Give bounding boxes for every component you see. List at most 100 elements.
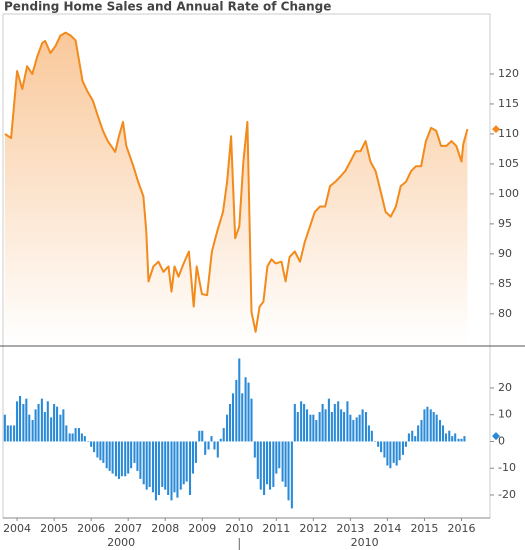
x-tick-label: 2010: [225, 522, 253, 535]
bar: [56, 406, 59, 442]
bar: [231, 393, 235, 442]
y-tick-label: 95: [498, 217, 512, 230]
x-tick-label: 2007: [114, 522, 142, 535]
bar: [157, 441, 160, 495]
bar: [117, 441, 120, 479]
bar: [198, 430, 201, 442]
y-tick-label: -10: [498, 461, 516, 474]
bar: [253, 441, 256, 458]
bar: [374, 441, 377, 442]
bar: [463, 436, 466, 442]
bar: [343, 412, 346, 442]
bar: [414, 436, 417, 442]
bar: [340, 409, 343, 442]
y-tick-label: 0: [498, 434, 505, 447]
bar: [296, 412, 299, 442]
bar: [148, 441, 151, 487]
bar: [93, 441, 96, 453]
bar: [454, 433, 457, 442]
bar: [37, 404, 40, 442]
bar: [327, 398, 330, 442]
bar: [256, 441, 259, 479]
bar: [401, 441, 405, 455]
bar: [124, 441, 127, 477]
bar: [380, 441, 383, 453]
bar: [272, 441, 275, 487]
bar: [87, 441, 90, 442]
bar: [293, 404, 296, 442]
bar: [25, 398, 28, 442]
bar: [309, 414, 312, 442]
bar: [188, 441, 192, 495]
bar: [130, 441, 133, 469]
bar: [179, 441, 182, 490]
bar: [50, 417, 53, 442]
bar: [219, 438, 222, 442]
bar: [247, 382, 250, 442]
bar: [364, 412, 367, 442]
last-value-marker: [492, 432, 500, 441]
bar: [407, 433, 410, 442]
bar: [216, 441, 219, 458]
bar: [164, 441, 167, 490]
bar: [65, 425, 68, 442]
bar: [105, 441, 108, 469]
bar: [228, 404, 232, 442]
y-tick-label: 105: [498, 157, 519, 170]
bar: [441, 425, 445, 442]
y-tick-label: 80: [498, 307, 512, 320]
line: [4, 31, 469, 333]
bar: [99, 441, 102, 461]
bar: [43, 412, 46, 442]
plot-area: [3, 358, 466, 509]
bar: [201, 430, 204, 442]
bar: [127, 441, 130, 474]
chart-title: Pending Home Sales and Annual Rate of Ch…: [4, 0, 331, 14]
bar: [102, 441, 105, 463]
bar: [9, 425, 12, 442]
bar: [330, 412, 333, 442]
bar: [170, 441, 173, 501]
bar: [83, 436, 86, 442]
x-tick-label: 2013: [336, 522, 364, 535]
bar: [278, 441, 281, 469]
area-fill: [4, 32, 468, 345]
bar: [68, 433, 71, 442]
bar: [312, 414, 315, 442]
bar: [263, 441, 266, 495]
bar: [173, 441, 176, 493]
bar: [111, 441, 114, 474]
bar: [40, 398, 43, 442]
bar: [207, 441, 210, 450]
bar: [222, 428, 225, 442]
decade-label: 2000: [107, 536, 135, 549]
x-tick-label: 2014: [373, 522, 401, 535]
bar: [395, 441, 398, 466]
bar: [346, 401, 349, 442]
bar: [426, 406, 429, 442]
bar: [284, 441, 287, 487]
last-value-marker: [492, 125, 500, 134]
x-tick-label: 2005: [40, 522, 68, 535]
bar: [448, 430, 451, 442]
bar: [145, 441, 148, 490]
bar: [355, 417, 358, 442]
bar: [226, 414, 229, 442]
bar: [194, 441, 197, 463]
bar: [213, 441, 216, 450]
bar: [161, 441, 164, 487]
bar: [80, 433, 83, 442]
bar: [18, 395, 22, 442]
bar: [53, 404, 56, 442]
bar: [429, 409, 432, 442]
bar: [62, 409, 65, 442]
bar: [432, 412, 435, 442]
bar: [386, 441, 389, 466]
bar: [321, 404, 324, 442]
bar: [13, 425, 16, 442]
bar: [324, 409, 327, 442]
bar: [337, 401, 340, 442]
bar: [6, 425, 9, 442]
bar: [46, 401, 49, 442]
